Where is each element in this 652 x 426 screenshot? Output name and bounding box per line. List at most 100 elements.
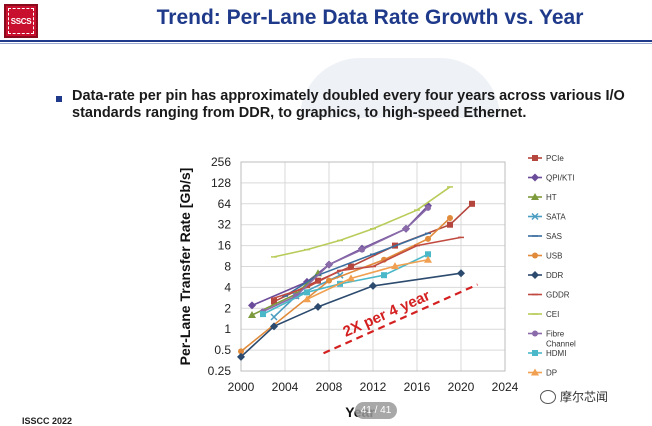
data-point: [315, 277, 321, 284]
wechat-watermark: 摩尔芯闻: [540, 388, 608, 405]
sscs-logo: SSCS: [4, 4, 38, 38]
data-point: [403, 225, 409, 232]
legend-label: CEI: [546, 310, 559, 319]
data-point: [347, 274, 355, 282]
legend-item: QPI/KTI: [528, 173, 574, 183]
chart-legend: PCIe QPI/KTI HT SATA SAS USB DDR GDDR CEI FibreCh…: [528, 154, 576, 378]
data-point: [238, 348, 244, 355]
data-point: [425, 251, 431, 258]
data-point: [414, 244, 420, 247]
legend-label: PCIe: [546, 154, 564, 163]
data-point: [469, 200, 475, 207]
data-point: [370, 227, 376, 230]
legend-label: GDDR: [546, 291, 570, 300]
legend-item: HT: [528, 193, 557, 202]
legend-item: PCIe: [528, 154, 564, 163]
legend-item: SATA: [528, 213, 566, 222]
data-point: [248, 311, 256, 319]
legend-item: HDMI: [528, 349, 566, 358]
page-indicator[interactable]: 41 / 41: [355, 402, 397, 419]
legend-label: SATA: [546, 213, 566, 222]
data-point: [531, 212, 539, 221]
y-tick-label: 64: [218, 197, 232, 211]
data-point: [532, 252, 538, 259]
series-line: [240, 272, 462, 358]
data-point: [337, 269, 343, 272]
data-point: [532, 350, 538, 356]
data-point: [271, 297, 277, 299]
data-point: [303, 295, 311, 303]
data-point: [457, 269, 465, 278]
data-point: [424, 255, 432, 263]
data-point: [304, 289, 310, 296]
wechat-label: 摩尔芯闻: [560, 390, 609, 404]
data-point: [532, 155, 538, 161]
plot-frame: [240, 161, 506, 372]
series-line: [273, 203, 473, 303]
y-tick-label: 1: [224, 322, 231, 336]
chart-axes: 0.25 0.5 1 2 4 8 16 32 64 128 256 2000 2004 2008 2012 2…: [177, 155, 519, 420]
data-point: [447, 186, 453, 188]
bullet-square-icon: [56, 96, 62, 102]
conference-footer: ISSCC 2022: [22, 416, 73, 426]
x-tick-label: 2008: [316, 380, 343, 394]
legend-item: GDDR: [528, 291, 570, 300]
trend-line: [323, 283, 478, 355]
series-gddr: [271, 236, 464, 299]
y-tick-label: 16: [218, 239, 232, 253]
data-point: [447, 221, 453, 228]
data-point: [304, 286, 310, 289]
data-point: [391, 262, 399, 270]
data-point: [326, 277, 332, 284]
data-point: [248, 301, 256, 310]
series-qpi-kti: [248, 201, 432, 310]
series-cei: [271, 186, 453, 258]
y-tick-label: 128: [211, 176, 231, 190]
legend-label: SAS: [546, 232, 562, 241]
background-watermark: [300, 58, 500, 118]
x-tick-label: 2012: [360, 380, 387, 394]
bullet-text: Data-rate per pin has approximately doub…: [72, 88, 625, 121]
data-point: [458, 236, 464, 239]
legend-item: CEI: [528, 310, 559, 319]
legend-label: HDMI: [546, 349, 566, 358]
data-point: [348, 263, 354, 270]
data-point: [314, 302, 322, 311]
data-point: [270, 313, 278, 321]
data-point: [381, 272, 387, 279]
y-tick-label: 2: [224, 301, 231, 315]
title-divider: [0, 40, 652, 42]
sscs-logo-text: SSCS: [8, 8, 34, 34]
slide-title: Trend: Per-Lane Data Rate Growth vs. Yea…: [156, 6, 584, 29]
trend-annotation: 2X per 4 year: [340, 287, 432, 341]
x-tick-label: 2000: [228, 380, 255, 394]
x-tick-label: 2004: [272, 380, 299, 394]
series-line: [306, 258, 429, 300]
data-point: [237, 352, 245, 361]
legend-label: QPI/KTI: [546, 174, 574, 183]
legend-label: Fibre: [546, 330, 565, 339]
data-point: [425, 235, 431, 242]
x-tick-label: 2024: [492, 380, 519, 394]
series-line: [273, 186, 451, 258]
y-tick-label: 0.25: [208, 364, 232, 378]
legend-item: SAS: [528, 232, 562, 241]
data-point: [532, 330, 538, 337]
legend-item: USB: [528, 252, 562, 261]
data-point: [425, 204, 431, 211]
data-point: [271, 298, 277, 305]
data-point: [271, 256, 277, 258]
chart-series: [237, 186, 475, 361]
x-tick-label: 2020: [448, 380, 475, 394]
data-point: [369, 281, 377, 290]
legend-label: USB: [546, 252, 562, 261]
series-line: [284, 232, 429, 297]
data-point: [532, 293, 538, 296]
data-point: [326, 261, 332, 268]
chart-grid: [240, 161, 506, 372]
y-tick-label: 8: [224, 260, 231, 274]
series-dp: [303, 255, 432, 303]
data-point: [270, 322, 278, 331]
